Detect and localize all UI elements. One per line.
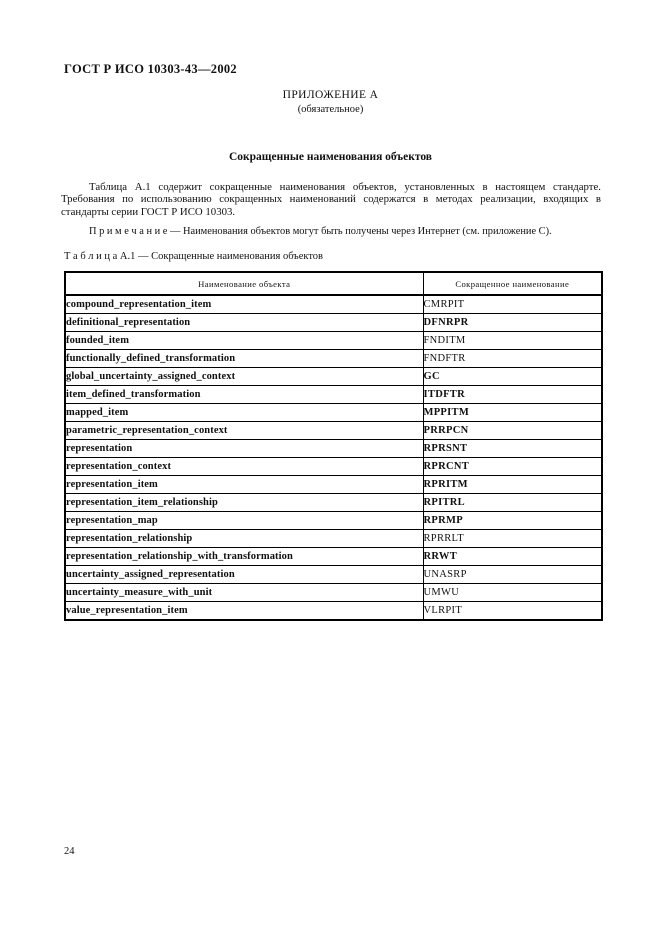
- page-number: 24: [64, 846, 75, 857]
- standard-designation: ГОСТ Р ИСО 10303-43—2002: [64, 62, 237, 76]
- object-name-cell: uncertainty_assigned_representation: [64, 565, 424, 584]
- table-row: uncertainty_assigned_representation UNAS…: [64, 565, 603, 584]
- abbreviation-cell: RRWT: [422, 547, 603, 566]
- object-name-cell: representation_relationship_with_transfo…: [64, 547, 424, 566]
- abbreviation-cell: CMRPIT: [422, 294, 603, 314]
- object-name-cell: parametric_representation_context: [64, 421, 424, 440]
- table-row: representation_map RPRMP: [64, 511, 603, 530]
- table-row: item_defined_transformation ITDFTR: [64, 385, 603, 404]
- abbreviations-table-wrap: Наименование объекта Сокращенное наимено…: [64, 271, 603, 621]
- abbreviation-cell: GC: [422, 367, 603, 386]
- appendix-title: ПРИЛОЖЕНИЕ А: [282, 89, 379, 101]
- table-row: value_representation_item VLRPIT: [64, 601, 603, 621]
- object-name-cell: representation_item: [64, 475, 424, 494]
- table-row: functionally_defined_transformation FNDF…: [64, 349, 603, 368]
- table-row: representation_relationship_with_transfo…: [64, 547, 603, 566]
- abbreviation-cell: UMWU: [422, 583, 603, 602]
- abbreviations-table: Наименование объекта Сокращенное наимено…: [64, 271, 603, 621]
- abbr-table-body: compound_representation_item CMRPIT defi…: [64, 294, 603, 621]
- appendix-subtitle: (обязательное): [297, 104, 364, 115]
- abbreviation-cell: RPRMP: [422, 511, 603, 530]
- column-header-abbreviation: Сокращенное наименование: [422, 271, 603, 296]
- abbreviation-cell: RPITRL: [422, 493, 603, 512]
- object-name-cell: representation_map: [64, 511, 424, 530]
- object-name-cell: compound_representation_item: [64, 294, 424, 314]
- table-row: mapped_item MPPITM: [64, 403, 603, 422]
- table-row: global_uncertainty_assigned_context GC: [64, 367, 603, 386]
- note-paragraph: П р и м е ч а н и е — Наименования объек…: [89, 226, 552, 237]
- table-row: uncertainty_measure_with_unit UMWU: [64, 583, 603, 602]
- table-row: definitional_representation DFNRPR: [64, 313, 603, 332]
- abbreviation-cell: UNASRP: [422, 565, 603, 584]
- object-name-cell: definitional_representation: [64, 313, 424, 332]
- object-name-cell: representation_relationship: [64, 529, 424, 548]
- object-name-cell: value_representation_item: [64, 601, 424, 621]
- object-name-cell: founded_item: [64, 331, 424, 350]
- intro-paragraph: Таблица А.1 содержит сокращенные наимено…: [61, 181, 601, 218]
- abbreviation-cell: RPRCNT: [422, 457, 603, 476]
- table-row: representation_item RPRITM: [64, 475, 603, 494]
- table-row: representation_item_relationship RPITRL: [64, 493, 603, 512]
- abbreviation-cell: ITDFTR: [422, 385, 603, 404]
- column-header-object-name: Наименование объекта: [64, 271, 424, 296]
- table-header-row: Наименование объекта Сокращенное наимено…: [64, 271, 603, 296]
- table-row: compound_representation_item CMRPIT: [64, 294, 603, 314]
- abbreviation-cell: MPPITM: [422, 403, 603, 422]
- abbreviation-cell: RPRSNT: [422, 439, 603, 458]
- object-name-cell: mapped_item: [64, 403, 424, 422]
- table-caption: Т а б л и ц а А.1 — Сокращенные наименов…: [64, 251, 324, 262]
- abbreviation-cell: VLRPIT: [422, 601, 603, 621]
- section-title: Сокращенные наименования объектов: [228, 151, 432, 163]
- table-row: parametric_representation_context PRRPCN: [64, 421, 603, 440]
- abbreviation-cell: DFNRPR: [422, 313, 603, 332]
- object-name-cell: global_uncertainty_assigned_context: [64, 367, 424, 386]
- table-row: founded_item FNDITM: [64, 331, 603, 350]
- object-name-cell: functionally_defined_transformation: [64, 349, 424, 368]
- abbreviation-cell: RPRRLT: [422, 529, 603, 548]
- abbreviation-cell: FNDFTR: [422, 349, 603, 368]
- table-row: representation_context RPRCNT: [64, 457, 603, 476]
- abbreviation-cell: FNDITM: [422, 331, 603, 350]
- object-name-cell: item_defined_transformation: [64, 385, 424, 404]
- object-name-cell: representation: [64, 439, 424, 458]
- table-row: representation_relationship RPRRLT: [64, 529, 603, 548]
- abbreviation-cell: RPRITM: [422, 475, 603, 494]
- object-name-cell: representation_context: [64, 457, 424, 476]
- abbreviation-cell: PRRPCN: [422, 421, 603, 440]
- table-row: representation RPRSNT: [64, 439, 603, 458]
- object-name-cell: uncertainty_measure_with_unit: [64, 583, 424, 602]
- object-name-cell: representation_item_relationship: [64, 493, 424, 512]
